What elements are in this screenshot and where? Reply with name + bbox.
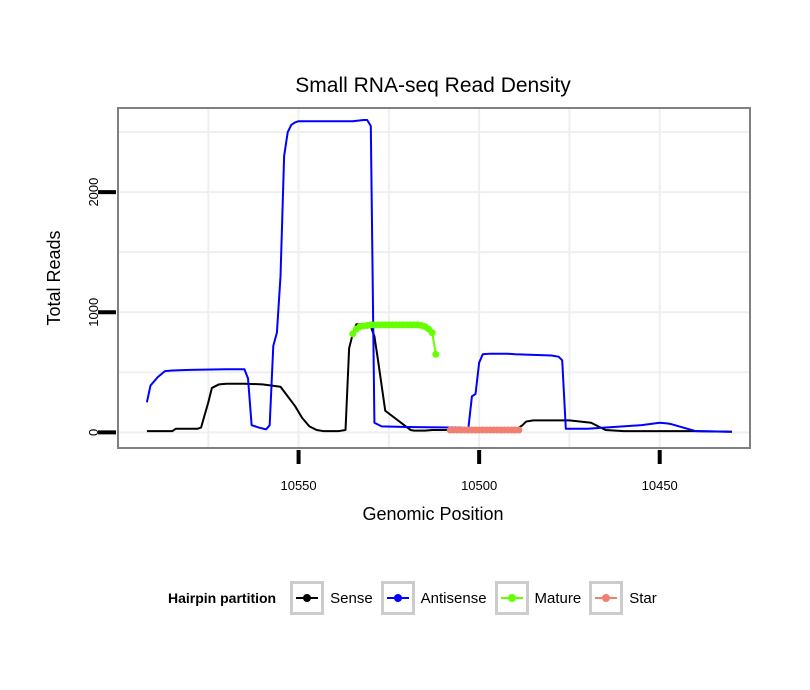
plot-border — [117, 107, 751, 449]
y-tick-label: 0 — [86, 429, 101, 436]
legend-item-sense: Sense — [290, 581, 373, 615]
series-mature — [349, 321, 440, 358]
legend-key-mature — [494, 581, 529, 615]
data-point-mature — [349, 330, 357, 338]
y-tick-label: 1000 — [86, 298, 101, 327]
plot-background — [118, 108, 750, 448]
legend-item-antisense: Antisense — [380, 581, 487, 615]
chart-title: Small RNA-seq Read Density — [295, 74, 571, 97]
legend-key-sense — [290, 581, 325, 615]
series-line-antisense — [145, 119, 732, 433]
legend-label-antisense: Antisense — [420, 589, 487, 607]
series-layer — [145, 119, 732, 434]
y-axis-label: Total Reads — [44, 230, 64, 325]
legend-label-star: Star — [629, 589, 657, 607]
x-axis-label: Genomic Position — [362, 504, 503, 524]
y-tick-label: 2000 — [86, 178, 101, 207]
axes: 10550 10500 10450 0 1000 2000 — [86, 178, 678, 493]
data-point-star — [515, 426, 523, 434]
legend-key-antisense — [380, 581, 415, 615]
legend-key-star — [589, 581, 624, 615]
grid-lines — [118, 108, 750, 448]
legend-item-mature: Mature — [494, 581, 582, 615]
series-star — [446, 426, 523, 434]
legend: Hairpin partition Sense Antisense Mature… — [168, 578, 665, 618]
x-tick-label: 10450 — [642, 478, 678, 493]
data-point-mature — [432, 350, 440, 358]
x-tick-label: 10500 — [461, 478, 497, 493]
legend-label-mature: Mature — [534, 589, 582, 607]
x-tick-label: 10550 — [280, 478, 316, 493]
legend-item-star: Star — [589, 581, 657, 615]
chart-svg: 10550 10500 10450 0 1000 2000 Small RNA-seq R… — [44, 74, 751, 524]
data-point-mature — [428, 329, 436, 337]
series-antisense — [145, 119, 732, 433]
legend-title: Hairpin partition — [168, 590, 277, 606]
legend-label-sense: Sense — [330, 589, 373, 607]
